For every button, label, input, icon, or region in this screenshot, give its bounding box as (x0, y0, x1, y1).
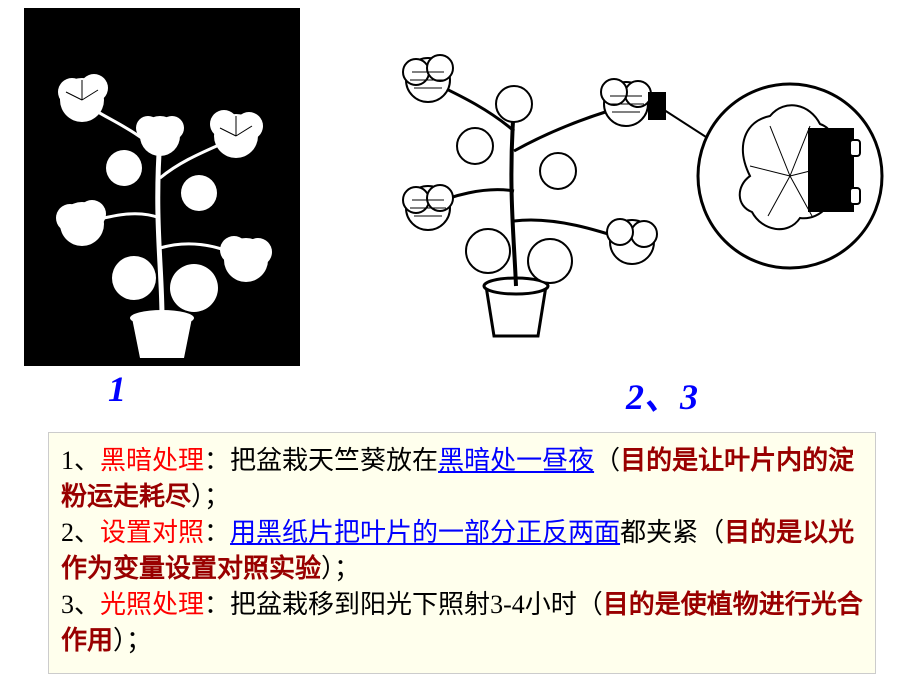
step-3: 3、光照处理：把盆栽移到阳光下照射3-4小时（目的是使植物进行光合作用）； (61, 587, 863, 659)
step-1-blue: 黑暗处一昼夜 (438, 446, 594, 475)
step-3-hours: 3-4 (490, 590, 525, 619)
step-2-colon: ： (204, 518, 230, 547)
figure-2-3-light-plant (390, 36, 890, 346)
figure-2-3-label: 2、3 (626, 368, 698, 420)
step-2: 2、设置对照：用黑纸片把叶片的一部分正反两面都夹紧（目的是以光作为变量设置对照实… (61, 515, 863, 587)
step-2-num: 2 (61, 518, 74, 547)
step-1-num: 1 (61, 446, 74, 475)
plant-light-svg (390, 36, 890, 346)
step-1-pre: 把盆栽天竺葵放在 (230, 446, 438, 475)
step-2-close: ）； (321, 554, 360, 583)
figure-1-label: 1 (108, 368, 126, 410)
figure-1-dark-plant (24, 8, 300, 366)
step-1-name: 黑暗处理 (100, 446, 204, 475)
step-3-pre1: 把盆栽移到阳光下照射 (230, 590, 490, 619)
step-3-name: 光照处理 (100, 590, 204, 619)
step-1: 1、黑暗处理：把盆栽天竺葵放在黑暗处一昼夜（目的是让叶片内的淀粉运走耗尽）； (61, 443, 863, 515)
step-2-post: 都夹紧（ (620, 518, 724, 547)
step-1-sep: 、 (74, 446, 100, 475)
step-1-open: （ (594, 446, 620, 475)
step-1-colon: ： (204, 446, 230, 475)
step-3-num: 3 (61, 590, 74, 619)
step-3-close: ）； (113, 626, 152, 655)
step-2-sep: 、 (74, 518, 100, 547)
step-3-colon: ： (204, 590, 230, 619)
steps-textbox: 1、黑暗处理：把盆栽天竺葵放在黑暗处一昼夜（目的是让叶片内的淀粉运走耗尽）； 2… (48, 432, 876, 674)
step-2-blue: 用黑纸片把叶片的一部分正反两面 (230, 518, 620, 547)
step-3-pre2: 小时（ (525, 590, 603, 619)
step-1-close: ）； (191, 482, 230, 511)
figure-area: 1 2、3 (0, 0, 920, 420)
step-3-sep: 、 (74, 590, 100, 619)
plant-dark-svg (24, 8, 300, 366)
step-2-name: 设置对照 (100, 518, 204, 547)
